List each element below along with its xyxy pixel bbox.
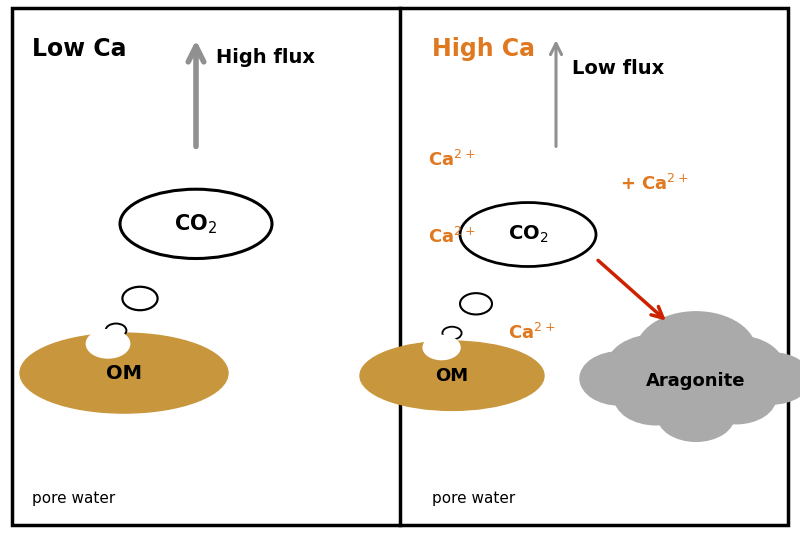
Ellipse shape xyxy=(20,333,228,413)
Text: CO$_2$: CO$_2$ xyxy=(174,212,218,236)
Circle shape xyxy=(614,369,698,425)
Text: Low flux: Low flux xyxy=(572,59,664,78)
Text: pore water: pore water xyxy=(432,491,515,506)
Circle shape xyxy=(734,353,800,404)
Text: Ca$^{2+}$: Ca$^{2+}$ xyxy=(428,227,475,247)
Circle shape xyxy=(648,360,744,424)
Text: pore water: pore water xyxy=(32,491,115,506)
Text: High flux: High flux xyxy=(216,48,315,67)
Circle shape xyxy=(460,293,492,314)
Circle shape xyxy=(606,335,706,401)
Text: + Ca$^{2+}$: + Ca$^{2+}$ xyxy=(620,174,689,194)
Circle shape xyxy=(122,287,158,310)
Text: OM: OM xyxy=(435,367,469,385)
Circle shape xyxy=(658,390,734,441)
Text: Ca$^{2+}$: Ca$^{2+}$ xyxy=(428,150,475,170)
Circle shape xyxy=(636,312,756,392)
Circle shape xyxy=(688,336,784,400)
Circle shape xyxy=(442,327,462,340)
Text: CO$_2$: CO$_2$ xyxy=(508,224,548,245)
Text: High Ca: High Ca xyxy=(432,37,535,61)
Circle shape xyxy=(696,370,776,424)
Circle shape xyxy=(422,335,461,360)
Text: Ca$^{2+}$: Ca$^{2+}$ xyxy=(508,323,555,343)
Text: Low Ca: Low Ca xyxy=(32,37,126,61)
Circle shape xyxy=(580,352,660,405)
Ellipse shape xyxy=(120,189,272,259)
Text: OM: OM xyxy=(106,364,142,383)
Circle shape xyxy=(106,324,126,337)
Ellipse shape xyxy=(460,203,596,266)
Circle shape xyxy=(86,329,130,359)
Ellipse shape xyxy=(360,341,544,410)
Text: Aragonite: Aragonite xyxy=(646,372,746,390)
